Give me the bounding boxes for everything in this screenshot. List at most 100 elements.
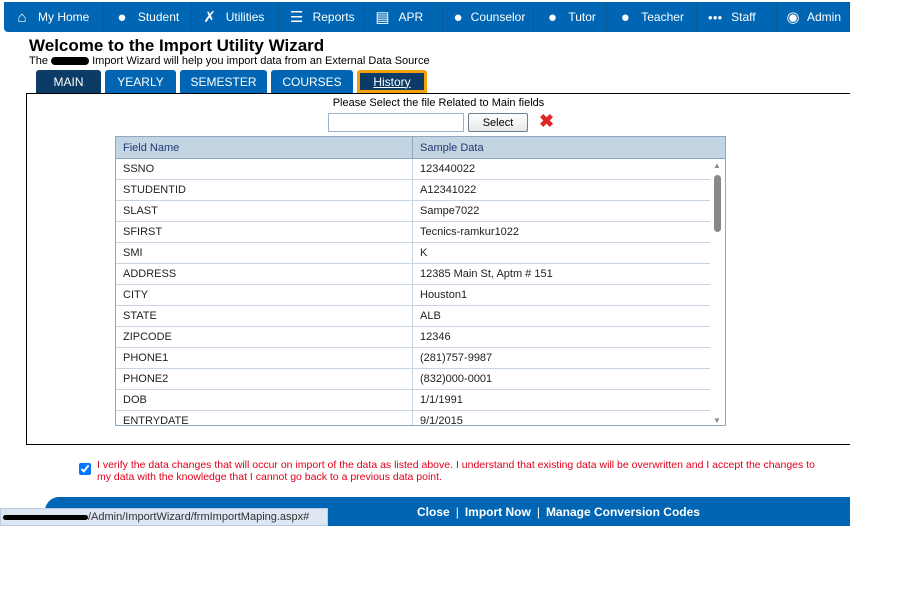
nav-label: Staff [731,10,756,24]
sample-data-cell: 12385 Main St, Aptm # 151 [420,268,553,280]
scrollbar[interactable]: ▲ ▼ [710,159,725,425]
tutor-icon: ● [547,8,557,26]
nav-label: My Home [38,10,90,24]
field-name-cell: ENTRYDATE [116,411,413,425]
field-name-cell: SSNO [116,159,413,179]
subtitle-text: Import Wizard will help you import data … [92,55,430,67]
table-row[interactable]: STATE ALB [116,306,710,327]
tab-semester[interactable]: SEMESTER [180,70,267,93]
student-icon: ● [117,8,127,26]
sample-data-cell: Sampe7022 [420,205,480,217]
status-url-tooltip: /Admin/ImportWizard/frmImportMaping.aspx… [0,508,328,526]
verify-checkbox[interactable] [79,463,91,475]
nav-label: Admin [806,10,841,24]
file-prompt: Please Select the file Related to Main f… [332,97,545,109]
admin-icon: ◉ [786,9,800,26]
nav-label: Student [137,10,180,24]
clear-icon[interactable]: ✖ [539,111,555,131]
nav-teacher[interactable]: ● Teacher [607,2,698,32]
nav-reports[interactable]: ☰ Reports [279,2,365,32]
nav-counselor[interactable]: ● Counselor [443,2,535,32]
sample-data-cell: Houston1 [420,289,468,301]
field-name-cell: ZIPCODE [116,327,413,347]
nav-label: Counselor [470,10,526,24]
verify-consent[interactable]: I verify the data changes that will occu… [79,459,819,483]
sample-data-cell: 1/1/1991 [420,394,463,406]
select-button[interactable]: Select [468,113,528,132]
nav-apr[interactable]: ▤ APR [364,2,444,32]
verify-text: I verify the data changes that will occu… [97,459,815,483]
scroll-down-icon[interactable]: ▼ [713,416,721,425]
sample-data-cell: (832)000-0001 [420,373,493,385]
table-row[interactable]: SFIRST Tecnics-ramkur1022 [116,222,710,243]
tab-bar: MAIN YEARLY SEMESTER COURSES History [36,70,427,93]
field-name-cell: SFIRST [116,222,413,242]
nav-label: APR [398,10,424,24]
page-subtitle: The Import Wizard will help you import d… [29,55,430,67]
field-name-cell: ADDRESS [116,264,413,284]
scroll-up-icon[interactable]: ▲ [713,161,721,170]
page-title: Welcome to the Import Utility Wizard [29,36,325,55]
table-body: SSNO 123440022 STUDENTID A12341022 SLAST Samp… [116,159,725,426]
field-name-cell: CITY [116,285,413,305]
field-name-cell: DOB [116,390,413,410]
file-input[interactable] [328,113,464,132]
manage-conversion-codes-link[interactable]: Manage Conversion Codes [545,505,700,519]
list-icon: ☰ [289,9,304,26]
status-url: /Admin/ImportWizard/frmImportMaping.aspx… [88,511,310,523]
table-row[interactable]: ADDRESS 12385 Main St, Aptm # 151 [116,264,710,285]
field-name-cell: SLAST [116,201,413,221]
document-icon: ▤ [375,9,390,26]
close-link[interactable]: Close [417,505,450,519]
subtitle-prefix: The [29,55,48,67]
column-header-sample-data[interactable]: Sample Data [420,141,484,154]
field-name-cell: STATE [116,306,413,326]
table-row[interactable]: DOB 1/1/1991 [116,390,710,411]
table-row[interactable]: STUDENTID A12341022 [116,180,710,201]
sample-data-cell: (281)757-9987 [420,352,493,364]
nav-utilities[interactable]: ✗ Utilities [192,2,279,32]
import-now-link[interactable]: Import Now [464,505,531,519]
table-row[interactable]: SMI K [116,243,710,264]
table-row[interactable]: ZIPCODE 12346 [116,327,710,348]
redacted-name [51,57,90,66]
table-row[interactable]: PHONE1 (281)757-9987 [116,348,710,369]
nav-label: Utilities [225,10,265,24]
table-row[interactable]: SLAST Sampe7022 [116,201,710,222]
home-icon: ⌂ [17,8,27,26]
field-name-cell: PHONE1 [116,348,413,368]
tab-history[interactable]: History [357,70,427,93]
divider: | [455,505,459,519]
nav-label: Teacher [641,10,684,24]
table-row[interactable]: CITY Houston1 [116,285,710,306]
table-row[interactable]: PHONE2 (832)000-0001 [116,369,710,390]
sample-data-cell: Tecnics-ramkur1022 [420,226,520,238]
field-name-cell: SMI [116,243,413,263]
nav-admin[interactable]: ◉ Admin [777,2,850,32]
tab-yearly[interactable]: YEARLY [105,70,176,93]
divider: | [536,505,540,519]
sample-data-cell: 9/1/2015 [420,415,463,426]
table-row[interactable]: SSNO 123440022 [116,159,710,180]
sample-data-cell: K [420,247,428,259]
teacher-icon: ● [620,8,630,26]
nav-student[interactable]: ● Student [104,2,192,32]
table-row[interactable]: ENTRYDATE 9/1/2015 [116,411,710,426]
tools-icon: ✗ [203,9,216,26]
tab-courses[interactable]: COURSES [271,70,353,93]
redacted-host [3,514,88,520]
nav-tutor[interactable]: ● Tutor [534,2,608,32]
nav-label: Tutor [568,10,596,24]
nav-label: Reports [312,10,355,24]
scrollbar-thumb[interactable] [714,175,721,232]
counselor-icon: ● [453,8,463,26]
nav-staff[interactable]: ●●● Staff [697,2,777,32]
tab-main[interactable]: MAIN [36,70,101,93]
main-panel: Please Select the file Related to Main f… [26,93,850,445]
top-nav: ⌂ My Home ● Student ✗ Utilities ☰ Reports ▤ APR ● C… [4,2,850,32]
field-name-cell: PHONE2 [116,369,413,389]
nav-my-home[interactable]: ⌂ My Home [4,2,104,32]
sample-data-cell: 12346 [420,331,451,343]
column-header-field-name[interactable]: Field Name [116,137,413,158]
fields-table: Field Name Sample Data SSNO 123440022 STUD… [115,136,726,426]
